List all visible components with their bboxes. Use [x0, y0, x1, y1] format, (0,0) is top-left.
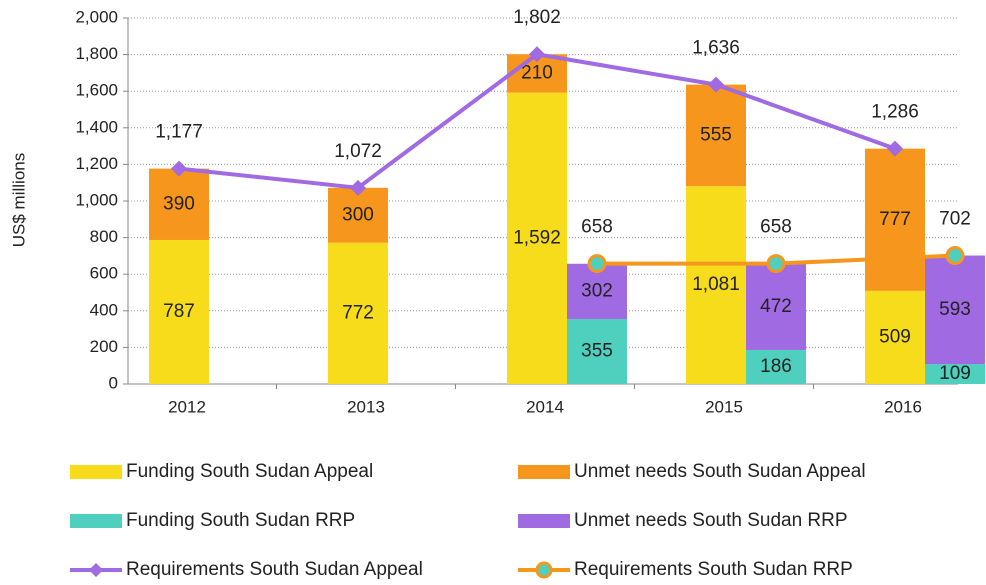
data-label: 702 — [939, 209, 971, 230]
y-tick-label: 1,600 — [75, 81, 118, 100]
data-label: 300 — [342, 204, 374, 225]
bar-segment — [925, 255, 985, 365]
y-tick-label: 1,000 — [75, 190, 118, 209]
y-tick-label: 2,000 — [75, 7, 118, 26]
y-tick-label: 1,400 — [75, 117, 118, 136]
y-axis-title: US$ millions — [9, 153, 28, 247]
marker — [708, 76, 724, 93]
legend-label: Requirements South Sudan Appeal — [126, 559, 423, 580]
bar-segment — [925, 364, 985, 384]
data-label: 109 — [939, 363, 971, 384]
data-label: 1,072 — [334, 141, 382, 162]
data-label: 472 — [760, 296, 792, 317]
legend-swatch — [518, 514, 570, 528]
data-label: 355 — [581, 341, 613, 362]
bar-segment — [328, 242, 388, 384]
bar-segment — [149, 168, 209, 240]
y-tick-label: 0 — [109, 373, 118, 392]
data-label: 1,802 — [513, 7, 561, 28]
marker — [587, 254, 607, 274]
bar-segment — [746, 349, 806, 384]
bar-segment — [686, 84, 746, 187]
data-label: 1,286 — [871, 102, 919, 123]
bar-segment — [507, 92, 567, 384]
y-tick-label: 200 — [90, 337, 118, 356]
bar-segment — [567, 319, 627, 384]
data-label: 1,636 — [692, 38, 740, 59]
x-tick-label: 2014 — [526, 397, 564, 416]
data-label: 555 — [700, 124, 732, 145]
x-tick-label: 2012 — [168, 397, 206, 416]
data-label: 1,592 — [513, 227, 561, 248]
legend-label: Unmet needs South Sudan Appeal — [574, 461, 866, 482]
x-tick-label: 2013 — [347, 397, 385, 416]
legend-swatch — [70, 514, 122, 528]
y-tick-label: 1,800 — [75, 44, 118, 63]
data-label: 509 — [879, 326, 911, 347]
data-label: 186 — [760, 356, 792, 377]
x-tick-label: 2015 — [705, 397, 743, 416]
legend-label: Requirements South Sudan RRP — [574, 559, 853, 580]
legend-label: Funding South Sudan RRP — [126, 510, 355, 531]
data-label: 593 — [939, 299, 971, 320]
bar-segment — [865, 290, 925, 384]
legend-marker — [535, 561, 553, 579]
data-label: 302 — [581, 280, 613, 301]
y-tick-label: 800 — [90, 227, 118, 246]
marker — [945, 246, 965, 266]
data-label: 1,081 — [692, 274, 740, 295]
legend-label: Funding South Sudan Appeal — [126, 461, 373, 482]
data-label: 772 — [342, 302, 374, 323]
y-tick-label: 400 — [90, 300, 118, 319]
y-tick-label: 1,200 — [75, 154, 118, 173]
y-tick-label: 600 — [90, 264, 118, 283]
data-label: 787 — [163, 301, 195, 322]
legend-label: Unmet needs South Sudan RRP — [574, 510, 848, 531]
x-tick-label: 2016 — [884, 397, 922, 416]
marker — [529, 46, 545, 63]
data-label: 658 — [581, 217, 613, 238]
legend-marker — [89, 563, 103, 577]
data-label: 777 — [879, 209, 911, 230]
data-label: 1,177 — [155, 122, 203, 143]
data-label: 658 — [760, 217, 792, 238]
legend-swatch — [70, 465, 122, 479]
data-label: 390 — [163, 193, 195, 214]
bar-segment — [686, 186, 746, 384]
data-label: 210 — [521, 62, 553, 83]
marker — [171, 160, 187, 177]
marker — [887, 140, 903, 157]
marker — [766, 254, 786, 274]
marker — [350, 179, 366, 196]
bar-segment — [746, 263, 806, 350]
legend-swatch — [518, 465, 570, 479]
bar-segment — [328, 187, 388, 243]
bar-segment — [865, 148, 925, 291]
bar-segment — [149, 239, 209, 384]
